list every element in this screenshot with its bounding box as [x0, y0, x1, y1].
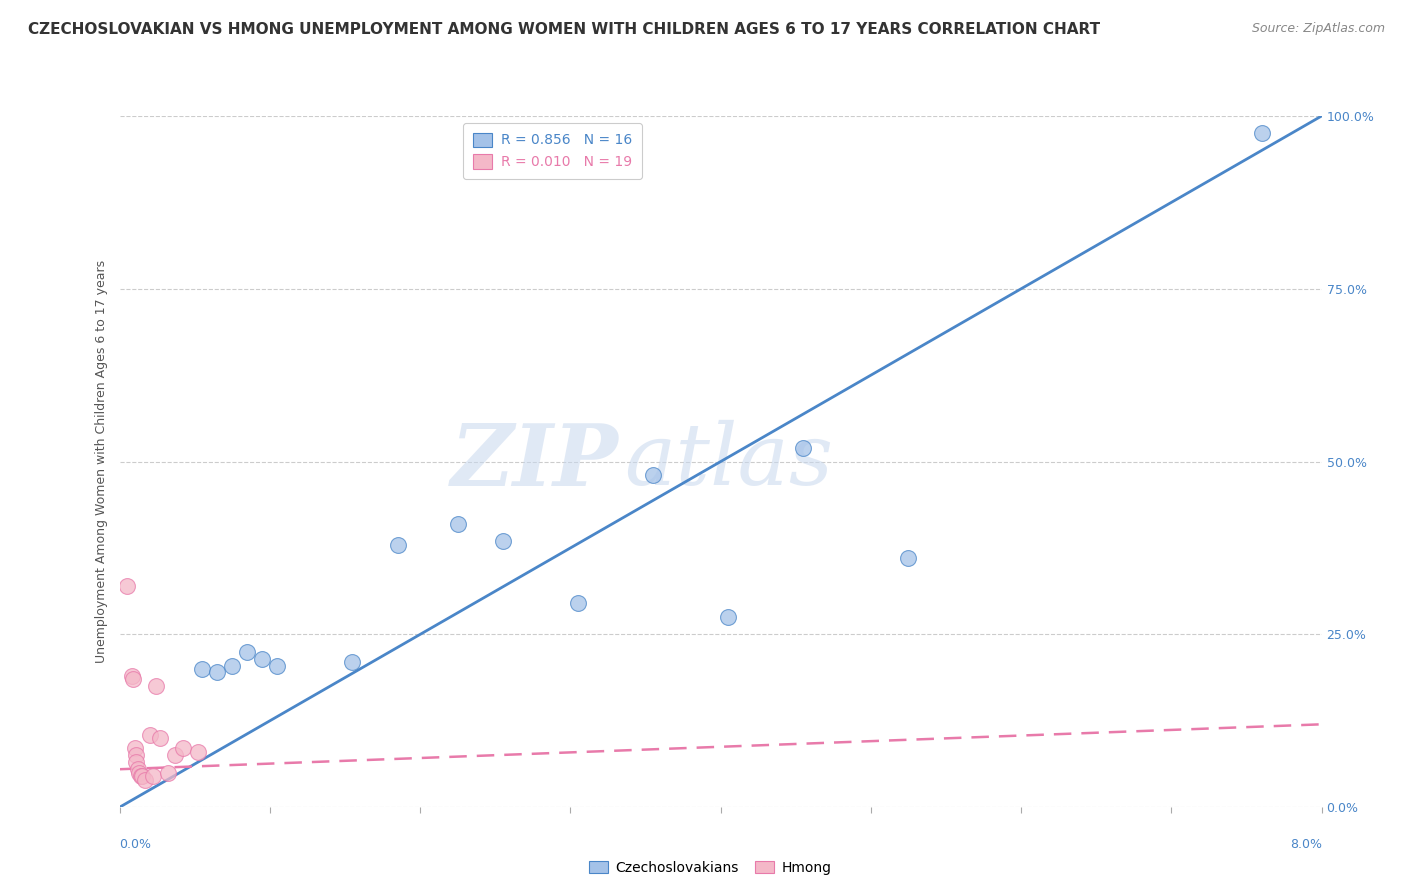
- Point: [266, 658, 288, 673]
- Y-axis label: Unemployment Among Women with Children Ages 6 to 17 years: Unemployment Among Women with Children A…: [96, 260, 108, 663]
- Point: [387, 537, 409, 551]
- Text: CZECHOSLOVAKIAN VS HMONG UNEMPLOYMENT AMONG WOMEN WITH CHILDREN AGES 6 TO 17 YEA: CZECHOSLOVAKIAN VS HMONG UNEMPLOYMENT AM…: [28, 22, 1101, 37]
- Point: [792, 441, 814, 455]
- Point: [252, 651, 274, 665]
- Point: [122, 673, 145, 687]
- Point: [142, 769, 165, 783]
- Point: [156, 765, 179, 780]
- Legend: R = 0.856   N = 16, R = 0.010   N = 19: R = 0.856 N = 16, R = 0.010 N = 19: [463, 123, 641, 179]
- Point: [641, 468, 664, 483]
- Point: [124, 741, 146, 756]
- Text: Source: ZipAtlas.com: Source: ZipAtlas.com: [1251, 22, 1385, 36]
- Point: [567, 596, 589, 610]
- Point: [446, 516, 468, 531]
- Point: [191, 662, 214, 676]
- Point: [121, 669, 143, 683]
- Point: [149, 731, 172, 746]
- Point: [897, 551, 920, 566]
- Point: [717, 610, 740, 624]
- Point: [128, 765, 150, 780]
- Point: [205, 665, 228, 680]
- Point: [165, 748, 187, 763]
- Point: [342, 655, 364, 669]
- Point: [138, 728, 160, 742]
- Text: atlas: atlas: [624, 420, 834, 503]
- Point: [125, 756, 148, 770]
- Point: [115, 579, 138, 593]
- Point: [172, 741, 194, 756]
- Point: [145, 679, 167, 693]
- Point: [134, 772, 156, 787]
- Legend: Czechoslovakians, Hmong: Czechoslovakians, Hmong: [583, 855, 837, 880]
- Text: 8.0%: 8.0%: [1289, 838, 1322, 852]
- Point: [127, 762, 149, 776]
- Text: 0.0%: 0.0%: [120, 838, 152, 852]
- Point: [131, 769, 153, 783]
- Point: [221, 658, 243, 673]
- Point: [125, 748, 148, 763]
- Point: [1250, 126, 1272, 140]
- Point: [129, 769, 152, 783]
- Point: [492, 534, 515, 549]
- Point: [187, 745, 209, 759]
- Point: [236, 645, 259, 659]
- Text: ZIP: ZIP: [450, 420, 619, 503]
